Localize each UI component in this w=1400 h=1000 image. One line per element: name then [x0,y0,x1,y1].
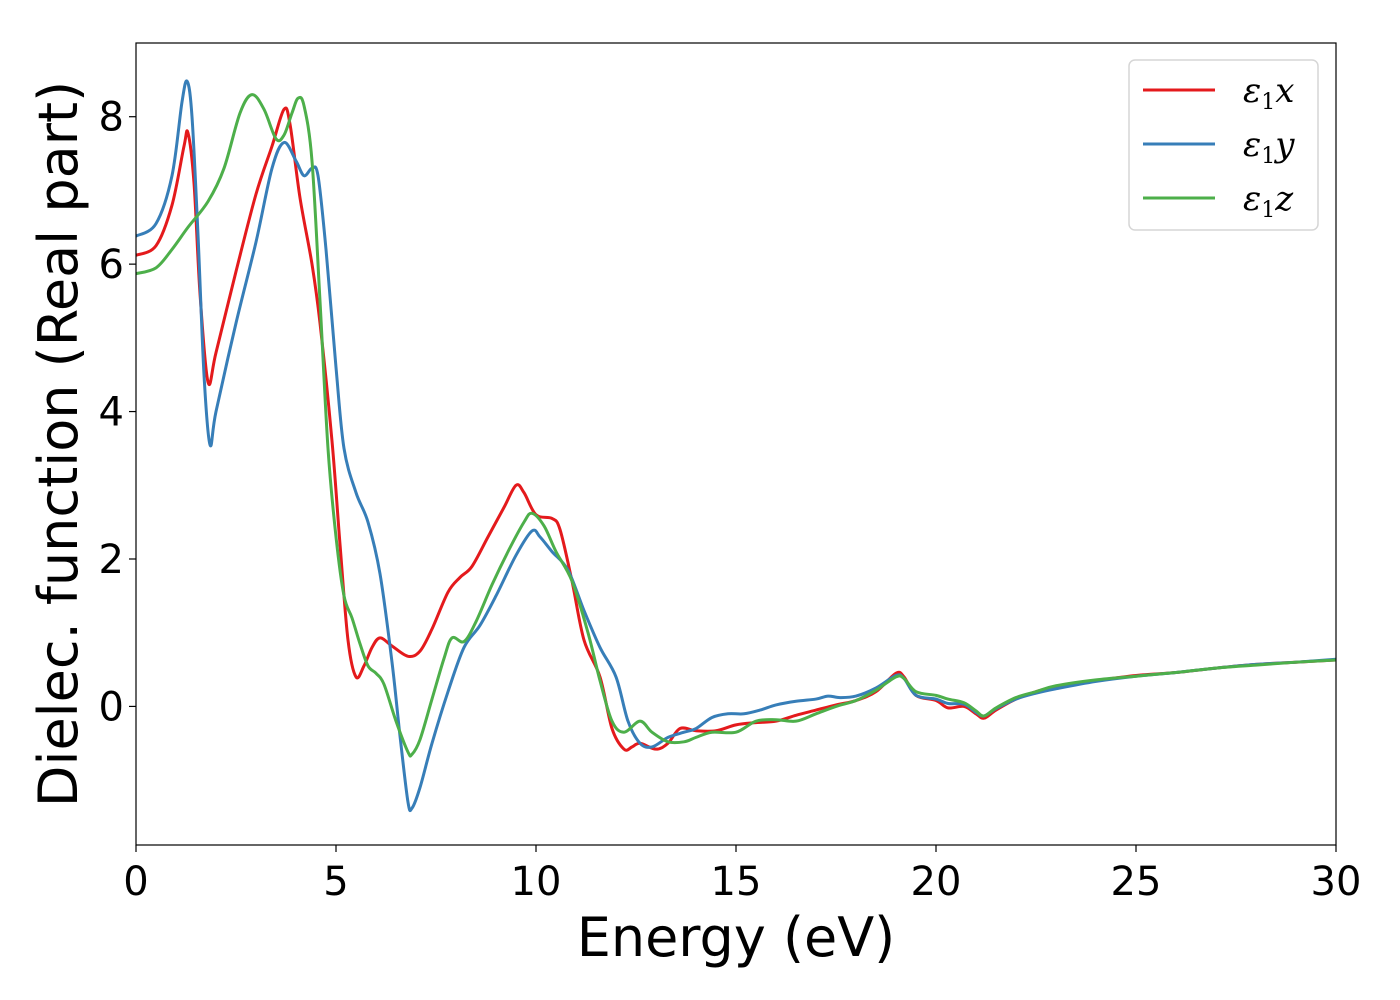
legend-box [1128,59,1319,231]
y-tick-label: 4 [99,390,124,436]
y-tick-label: 2 [99,537,124,583]
legend-label-x: ε1x [1243,71,1294,115]
legend-label-z: ε1z [1243,179,1294,223]
series-line-z [136,93,1336,758]
y-axis-label: Dielec. function (Real part) [27,81,90,807]
x-tick-label: 0 [123,859,148,905]
legend: ε1x ε1y ε1z [1128,59,1319,231]
y-tick-label: 0 [99,684,124,730]
x-tick-label: 5 [323,859,348,905]
x-tick-label: 15 [711,859,762,905]
legend-label-y: ε1y [1243,125,1295,169]
x-tick-label: 25 [1111,859,1162,905]
x-axis-label: Energy (eV) [577,906,896,969]
series-line-x [136,106,1336,752]
y-tick-label: 6 [99,242,124,288]
series-layer [136,79,1336,813]
x-tick-label: 10 [511,859,562,905]
y-tick-label: 8 [99,95,124,141]
series-line-y [136,79,1336,813]
x-tick-label: 30 [1311,859,1362,905]
x-tick-label: 20 [911,859,962,905]
y-axis: 0 2 4 6 8 [99,95,136,730]
x-axis: 0 5 10 15 20 25 30 [123,845,1361,905]
